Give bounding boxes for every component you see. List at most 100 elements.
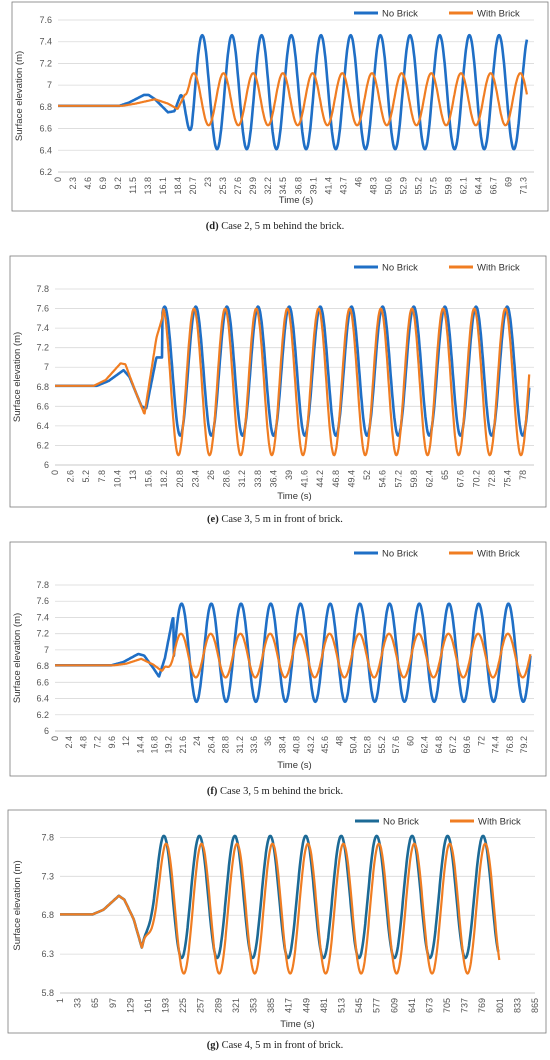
x-tick-label: 9.6 — [107, 736, 117, 749]
y-tick-label: 7.8 — [41, 832, 54, 842]
x-tick-label: 5.2 — [81, 470, 91, 483]
x-tick-label: 59.8 — [443, 177, 453, 195]
x-tick-label: 801 — [495, 998, 505, 1013]
x-tick-label: 14.4 — [135, 736, 145, 754]
caption-letter: (g) — [206, 1040, 219, 1051]
x-tick-label: 25.3 — [218, 177, 228, 195]
y-tick-label: 6.8 — [36, 382, 49, 392]
x-tick-label: 39 — [284, 470, 294, 480]
caption-text: Case 3, 5 m in front of brick. — [218, 514, 343, 525]
x-tick-label: 10.4 — [112, 470, 122, 488]
y-tick-label: 6 — [44, 460, 49, 470]
x-tick-label: 62.1 — [458, 177, 468, 195]
x-tick-label: 62.4 — [424, 470, 434, 488]
x-tick-label: 225 — [178, 998, 188, 1013]
y-tick-label: 7 — [47, 80, 52, 90]
x-tick-label: 20.8 — [175, 470, 185, 488]
x-tick-label: 129 — [125, 998, 135, 1013]
caption-text: Case 4, 5 m in front of brick. — [219, 1040, 344, 1051]
x-axis-label: Time (s) — [277, 760, 311, 771]
y-tick-label: 6.8 — [39, 102, 52, 112]
x-tick-label: 48.3 — [368, 177, 378, 195]
legend-label: With Brick — [478, 817, 521, 828]
x-tick-label: 0 — [50, 470, 60, 475]
x-axis-label: Time (s) — [277, 491, 311, 502]
x-tick-label: 48 — [334, 736, 344, 746]
series-line-no-brick — [57, 33, 529, 151]
x-tick-label: 54.6 — [378, 470, 388, 488]
x-tick-label: 38.4 — [277, 736, 287, 754]
x-tick-label: 78 — [518, 470, 528, 480]
x-tick-label: 31.2 — [235, 736, 245, 754]
x-tick-label: 321 — [231, 998, 241, 1013]
x-tick-label: 79.2 — [519, 736, 529, 754]
x-tick-label: 49.4 — [346, 470, 356, 488]
x-tick-label: 52 — [362, 470, 372, 480]
x-tick-label: 353 — [249, 998, 259, 1013]
x-tick-label: 18.4 — [173, 177, 183, 195]
series-line-with-brick — [57, 72, 528, 127]
x-tick-label: 481 — [319, 998, 329, 1013]
x-tick-label: 0 — [50, 736, 60, 741]
x-tick-label: 76.8 — [505, 736, 515, 754]
x-tick-label: 60 — [405, 736, 415, 746]
x-axis-label: Time (s) — [280, 1019, 314, 1030]
y-tick-label: 6.8 — [41, 910, 54, 920]
x-tick-label: 737 — [460, 998, 470, 1013]
x-tick-label: 75.4 — [502, 470, 512, 488]
x-tick-label: 57.2 — [393, 470, 403, 488]
x-tick-label: 41.4 — [323, 177, 333, 195]
x-tick-label: 15.6 — [144, 470, 154, 488]
caption-letter: (d) — [205, 221, 219, 232]
x-tick-label: 513 — [336, 998, 346, 1013]
y-tick-label: 7.2 — [36, 343, 49, 353]
x-tick-label: 6.9 — [98, 177, 108, 190]
x-tick-label: 70.2 — [471, 470, 481, 488]
y-tick-label: 6.6 — [39, 124, 52, 134]
x-tick-label: 7.8 — [97, 470, 107, 483]
x-tick-label: 26 — [206, 470, 216, 480]
x-tick-label: 673 — [424, 998, 434, 1013]
x-tick-label: 257 — [196, 998, 206, 1013]
x-tick-label: 43.2 — [306, 736, 316, 754]
x-tick-label: 71.3 — [518, 177, 528, 195]
x-tick-label: 0 — [53, 177, 63, 182]
y-tick-label: 6.4 — [36, 421, 49, 431]
chart-g: 5.8 6.3 6.8 7.3 7.8 1 33 65 97 129 161 193 225 257 289… — [7, 809, 547, 1034]
x-tick-label: 64.8 — [434, 736, 444, 754]
legend-label: With Brick — [477, 549, 520, 560]
x-tick-label: 609 — [389, 998, 399, 1013]
x-tick-label: 13.8 — [143, 177, 153, 195]
x-tick-label: 46 — [353, 177, 363, 187]
x-tick-label: 69 — [503, 177, 513, 187]
x-tick-label: 161 — [143, 998, 153, 1013]
chart-e: 6 6.2 6.4 6.6 6.8 7 7.2 7.4 7.6 7.8 0 2.6 5.2 7.8 10.4… — [9, 255, 547, 508]
x-tick-label: 57.5 — [428, 177, 438, 195]
chart-f: 6 6.2 6.4 6.6 6.8 7 7.2 7.4 7.6 7.8 0 2.4 4.8 7.2 9.6 1… — [9, 541, 547, 777]
x-tick-label: 28.6 — [222, 470, 232, 488]
x-tick-label: 55.2 — [413, 177, 423, 195]
x-tick-label: 55.2 — [377, 736, 387, 754]
x-tick-label: 67.6 — [456, 470, 466, 488]
x-tick-label: 417 — [284, 998, 294, 1013]
y-tick-label: 6.6 — [36, 677, 49, 687]
x-tick-label: 31.2 — [237, 470, 247, 488]
series-line-with-brick — [54, 307, 531, 457]
x-tick-label: 29.9 — [248, 177, 258, 195]
y-tick-label: 7.2 — [36, 629, 49, 639]
x-tick-label: 705 — [442, 998, 452, 1013]
x-tick-label: 2.6 — [66, 470, 76, 483]
legend-label: No Brick — [382, 549, 418, 560]
y-tick-label: 6.4 — [39, 145, 52, 155]
y-tick-label: 7.6 — [36, 304, 49, 314]
x-tick-label: 46.8 — [331, 470, 341, 488]
x-tick-label: 41.6 — [300, 470, 310, 488]
x-axis-label: Time (s) — [279, 195, 313, 206]
x-tick-label: 833 — [512, 998, 522, 1013]
x-tick-label: 641 — [407, 998, 417, 1013]
series-line-with-brick — [54, 632, 532, 679]
x-tick-label: 36 — [263, 736, 273, 746]
x-tick-label: 13 — [128, 470, 138, 480]
x-tick-label: 1 — [55, 998, 65, 1003]
x-tick-label: 74.4 — [491, 736, 501, 754]
